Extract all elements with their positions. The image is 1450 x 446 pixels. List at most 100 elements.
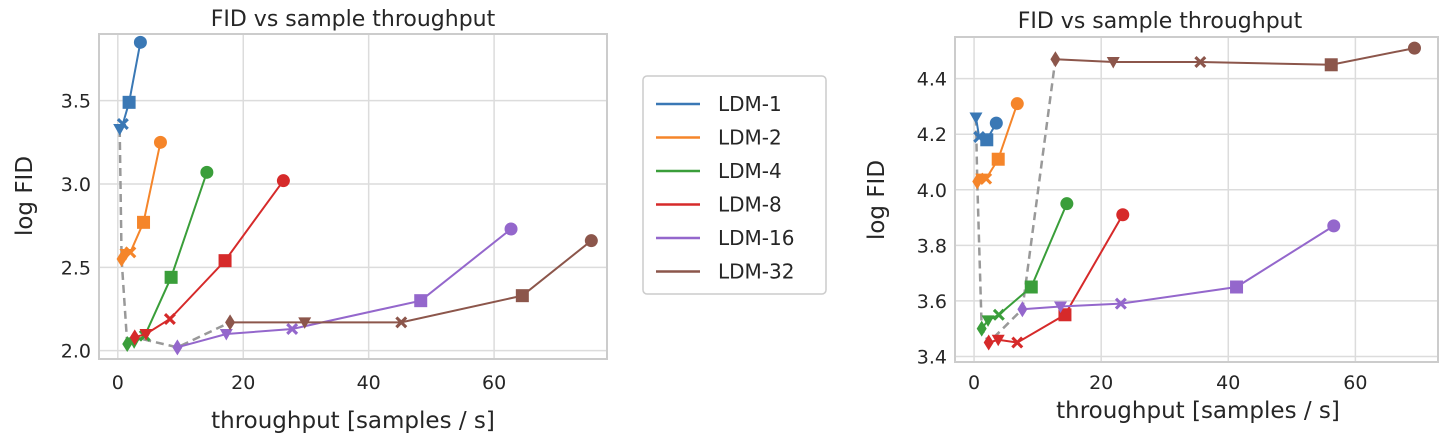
right-data-point bbox=[1230, 280, 1244, 294]
left-x-tick-label: 0 bbox=[112, 372, 124, 394]
right-data-point bbox=[989, 116, 1003, 130]
right-x-tick-label: 60 bbox=[1343, 372, 1367, 394]
left-series-ldm-2 bbox=[116, 135, 167, 267]
left-series-line bbox=[230, 239, 592, 324]
left-grid bbox=[99, 34, 607, 359]
left-data-point bbox=[124, 246, 137, 259]
right-data-point bbox=[1114, 297, 1127, 310]
left-series-ldm-4 bbox=[122, 165, 214, 352]
left-data-point bbox=[395, 316, 408, 329]
right-x-tick-label: 20 bbox=[1089, 372, 1113, 394]
left-data-point bbox=[225, 314, 236, 331]
left-data-point bbox=[122, 336, 133, 352]
right-data-point bbox=[980, 172, 993, 185]
right-data-point bbox=[1106, 57, 1120, 69]
legend-item-ldm-1: LDM-1 bbox=[656, 92, 782, 116]
right-chart-title: FID vs sample throughput bbox=[1018, 9, 1303, 34]
right-chart-panel: FID vs sample throughput 0 20 40 60 3.4 3.6 3.… bbox=[864, 9, 1439, 424]
left-data-point bbox=[133, 35, 147, 49]
left-tick-labels: 0 20 40 60 2.0 2.5 3.0 3.5 bbox=[61, 91, 506, 394]
legend-label: LDM-8 bbox=[718, 193, 782, 217]
right-x-tick-label: 0 bbox=[968, 372, 980, 394]
right-y-tick-label: 4.2 bbox=[917, 124, 947, 146]
right-series-ldm-8 bbox=[983, 208, 1130, 351]
left-series-ldm-16 bbox=[172, 222, 518, 356]
left-x-tick-label: 20 bbox=[231, 372, 255, 394]
left-data-point bbox=[122, 95, 136, 109]
right-grid bbox=[955, 37, 1438, 362]
right-data-point bbox=[969, 112, 983, 125]
legend-label: LDM-4 bbox=[718, 159, 782, 183]
legend-label: LDM-1 bbox=[718, 92, 782, 116]
left-series-ldm-1 bbox=[113, 35, 147, 136]
right-plot-area bbox=[969, 41, 1421, 351]
right-data-point bbox=[1327, 219, 1341, 233]
left-y-tick-label: 2.0 bbox=[61, 341, 91, 363]
left-data-point bbox=[219, 329, 233, 341]
left-data-point bbox=[113, 124, 127, 136]
legend-item-ldm-16: LDM-16 bbox=[656, 226, 794, 250]
right-data-point bbox=[1017, 301, 1028, 318]
right-series-ldm-32 bbox=[1050, 41, 1421, 72]
left-data-point bbox=[298, 317, 312, 329]
right-data-point bbox=[981, 315, 995, 327]
right-data-point bbox=[976, 320, 987, 337]
right-data-point bbox=[980, 133, 994, 147]
legend-label: LDM-16 bbox=[718, 226, 794, 250]
left-data-point bbox=[515, 289, 529, 303]
right-tick-labels: 0 20 40 60 3.4 3.6 3.8 4.0 4.2 4.4 bbox=[917, 69, 1368, 394]
left-series-line bbox=[120, 142, 162, 260]
right-data-point bbox=[1024, 280, 1038, 294]
legend-item-ldm-4: LDM-4 bbox=[656, 159, 782, 183]
left-data-point bbox=[139, 329, 153, 341]
left-y-tick-label: 3.0 bbox=[61, 174, 91, 196]
right-dashed-path bbox=[974, 59, 1057, 345]
right-series-ldm-16 bbox=[1017, 219, 1341, 318]
left-data-point bbox=[116, 118, 129, 130]
left-x-tick-label: 40 bbox=[357, 372, 381, 394]
right-x-tick-label: 40 bbox=[1216, 372, 1240, 394]
legend: LDM-1 LDM-2 LDM-4 LDM-8 LDM-16 LDM-32 bbox=[642, 75, 827, 295]
left-y-tick-label: 2.5 bbox=[61, 257, 91, 279]
left-data-point bbox=[414, 294, 428, 308]
left-y-tick-label: 3.5 bbox=[61, 91, 91, 113]
right-data-point bbox=[983, 334, 994, 351]
right-data-point bbox=[1194, 56, 1207, 68]
right-data-point bbox=[991, 152, 1005, 166]
legend-label: LDM-2 bbox=[718, 126, 782, 150]
left-plot-area bbox=[113, 35, 598, 356]
right-data-point bbox=[1053, 301, 1067, 313]
left-series-ldm-8 bbox=[129, 174, 290, 346]
right-y-tick-label: 4.4 bbox=[917, 69, 947, 91]
right-y-tick-label: 3.8 bbox=[917, 235, 947, 257]
left-x-axis-label: throughput [samples / s] bbox=[211, 408, 495, 434]
right-y-tick-label: 4.0 bbox=[917, 180, 947, 202]
right-series-ldm-1 bbox=[969, 112, 1003, 147]
legend-item-ldm-32: LDM-32 bbox=[656, 260, 794, 284]
left-dashed-path bbox=[118, 128, 231, 349]
left-data-point bbox=[286, 323, 299, 335]
left-data-point bbox=[218, 254, 232, 268]
right-data-point bbox=[1407, 41, 1421, 55]
left-series-line bbox=[134, 180, 285, 339]
left-series-line bbox=[118, 42, 142, 130]
right-data-point bbox=[1116, 208, 1130, 222]
left-y-axis-label: log FID bbox=[12, 156, 38, 236]
legend-box bbox=[642, 75, 827, 295]
left-data-point bbox=[163, 313, 176, 325]
left-plot-frame bbox=[98, 33, 608, 360]
right-y-axis-label: log FID bbox=[864, 160, 890, 240]
left-data-point bbox=[276, 174, 290, 188]
right-y-tick-label: 3.6 bbox=[917, 291, 947, 313]
left-data-point bbox=[584, 234, 598, 248]
right-data-point bbox=[1010, 97, 1024, 111]
left-data-point bbox=[153, 135, 167, 149]
right-data-point bbox=[1058, 308, 1072, 322]
left-chart-title: FID vs sample throughput bbox=[211, 7, 496, 32]
left-x-tick-label: 60 bbox=[482, 372, 506, 394]
legend-label: LDM-32 bbox=[718, 260, 794, 284]
left-data-point bbox=[137, 215, 151, 229]
left-data-point bbox=[172, 339, 183, 356]
left-series-ldm-32 bbox=[225, 234, 598, 331]
